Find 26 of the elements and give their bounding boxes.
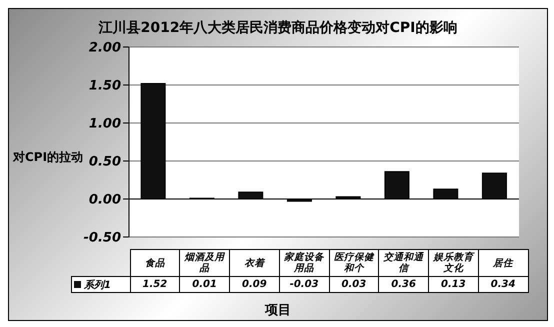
- x-tick-label: 居住: [478, 250, 528, 276]
- data-label: -0.03: [279, 276, 329, 292]
- data-label: 0.13: [428, 276, 478, 292]
- x-tick-label: 娱乐教育文化: [428, 250, 478, 276]
- x-tick-label: 医疗保健和个: [329, 250, 379, 276]
- data-label: 0.34: [478, 276, 528, 292]
- x-tick-label: 衣着: [230, 250, 280, 276]
- legend-label: 系列1: [72, 276, 130, 292]
- data-label: 1.52: [130, 276, 180, 292]
- x-tick-label: 食品: [130, 250, 180, 276]
- x-tick-label: 交通和通信: [378, 250, 428, 276]
- data-label: 0.09: [230, 276, 280, 292]
- y-axis-title: 对CPI的拉动: [13, 150, 84, 164]
- y-tick-label: -0.50: [84, 230, 121, 246]
- chart-title: 江川县2012年八大类居民消费商品价格变动对CPI的影响: [98, 19, 458, 37]
- y-tick-label: 0.00: [88, 192, 121, 208]
- y-tick-label: 1.50: [88, 78, 121, 94]
- x-tick-label: 家庭设备用品: [279, 250, 329, 276]
- data-label: 0.36: [378, 276, 428, 292]
- y-tick-label: 2.00: [88, 40, 121, 56]
- x-tick-label: 烟酒及用品: [180, 250, 230, 276]
- y-tick-label: 0.50: [88, 154, 121, 170]
- data-label: 0.03: [329, 276, 379, 292]
- y-tick-label: 1.00: [88, 116, 121, 132]
- x-axis-title: 项目: [264, 302, 292, 319]
- data-label: 0.01: [180, 276, 230, 292]
